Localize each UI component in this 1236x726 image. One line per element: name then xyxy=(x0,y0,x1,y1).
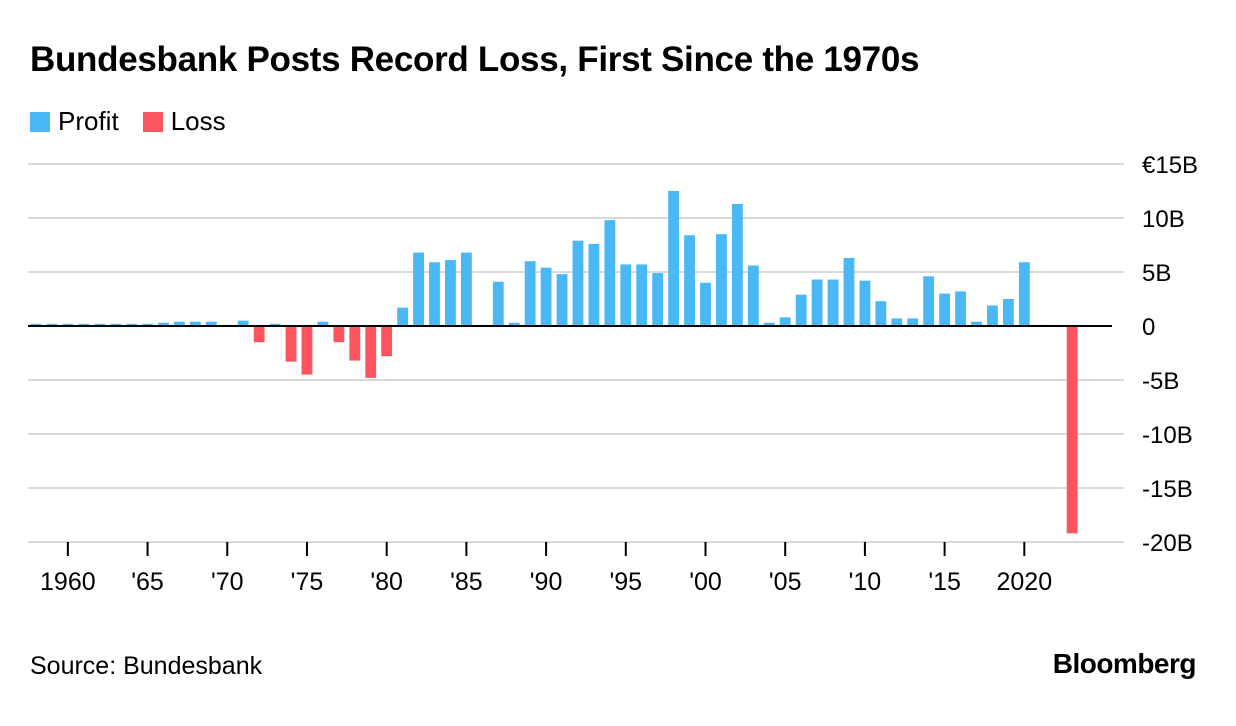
bar xyxy=(971,321,982,326)
bar xyxy=(460,252,472,326)
bar xyxy=(716,234,727,326)
y-tick-label: 10B xyxy=(1142,206,1185,233)
bar xyxy=(174,321,185,326)
legend-item-profit: Profit xyxy=(30,106,119,137)
bar xyxy=(620,264,632,326)
x-tick-label: 1960 xyxy=(40,568,96,596)
bar xyxy=(189,321,201,326)
bar xyxy=(875,301,887,326)
legend-label-profit: Profit xyxy=(58,106,119,136)
bar xyxy=(46,323,58,326)
bar xyxy=(381,326,393,357)
bar xyxy=(859,280,871,326)
bar xyxy=(333,326,345,343)
brand-logo: Bloomberg xyxy=(1052,648,1197,679)
bar xyxy=(923,276,935,326)
x-tick-label: '95 xyxy=(609,568,642,596)
bar xyxy=(747,265,759,326)
y-tick-label: -10B xyxy=(1142,422,1193,449)
bar xyxy=(158,322,169,326)
bar xyxy=(301,326,313,375)
bar xyxy=(62,323,74,326)
bar xyxy=(1066,326,1078,534)
source-note: Source: Bundesbank xyxy=(30,652,263,680)
bar xyxy=(253,326,265,343)
bar xyxy=(652,273,664,326)
bar xyxy=(30,323,42,326)
x-tick-label: '85 xyxy=(450,568,483,596)
bar xyxy=(827,279,839,326)
bar xyxy=(700,282,711,326)
bar xyxy=(78,323,90,326)
bar xyxy=(604,220,616,326)
bar xyxy=(1018,262,1030,326)
bar xyxy=(891,318,903,326)
bar xyxy=(94,323,106,326)
bar xyxy=(445,260,456,326)
x-tick-label: '15 xyxy=(928,568,961,596)
bar xyxy=(955,291,966,326)
bar xyxy=(636,264,648,326)
bar xyxy=(142,323,153,326)
bar xyxy=(684,235,695,326)
bar xyxy=(492,281,504,326)
bar xyxy=(588,243,600,326)
bar xyxy=(572,240,584,326)
bar xyxy=(668,191,680,326)
bar xyxy=(110,323,122,326)
x-tick-label: '90 xyxy=(530,568,563,596)
bar xyxy=(126,323,138,326)
y-tick-label: -15B xyxy=(1142,476,1193,503)
chart-title: Bundesbank Posts Record Loss, First Sinc… xyxy=(30,40,920,79)
y-tick-label: 5B xyxy=(1142,260,1171,287)
bar xyxy=(269,323,281,326)
x-tick-label: '65 xyxy=(131,568,164,596)
bar xyxy=(779,317,791,326)
bar xyxy=(540,267,552,326)
bar xyxy=(205,321,217,326)
x-tick-label: '05 xyxy=(769,568,802,596)
bar xyxy=(508,322,520,326)
x-tick-label: '00 xyxy=(689,568,722,596)
y-tick-label: -20B xyxy=(1142,530,1193,557)
bar xyxy=(524,261,536,326)
x-tick-label: '70 xyxy=(211,568,244,596)
bar xyxy=(811,279,823,326)
y-tick-label: €15B xyxy=(1142,152,1198,179)
x-tick-label: '80 xyxy=(370,568,403,596)
bar xyxy=(285,326,297,362)
legend-label-loss: Loss xyxy=(170,106,226,136)
bar xyxy=(556,274,568,326)
bar xyxy=(237,320,249,326)
legend-swatch-profit xyxy=(30,111,50,132)
bar xyxy=(349,326,361,361)
y-tick-label: -5B xyxy=(1142,368,1179,395)
bar xyxy=(939,293,951,326)
bar xyxy=(907,318,919,326)
x-tick-label: '10 xyxy=(849,568,882,596)
legend-swatch-loss xyxy=(142,111,163,132)
bar xyxy=(413,252,424,326)
x-tick-label: '75 xyxy=(291,568,324,596)
bar xyxy=(795,294,807,326)
bar xyxy=(397,307,409,326)
bar xyxy=(763,322,775,326)
bar xyxy=(843,257,855,326)
bar xyxy=(987,305,998,326)
bar xyxy=(317,321,329,326)
bar xyxy=(429,262,440,326)
bar xyxy=(731,203,743,326)
bar xyxy=(1002,299,1014,326)
legend: Profit Loss xyxy=(30,106,250,137)
x-tick-label: 2020 xyxy=(997,568,1053,596)
bar xyxy=(365,326,377,378)
y-tick-label: 0 xyxy=(1142,314,1155,341)
legend-item-loss: Loss xyxy=(142,106,226,137)
